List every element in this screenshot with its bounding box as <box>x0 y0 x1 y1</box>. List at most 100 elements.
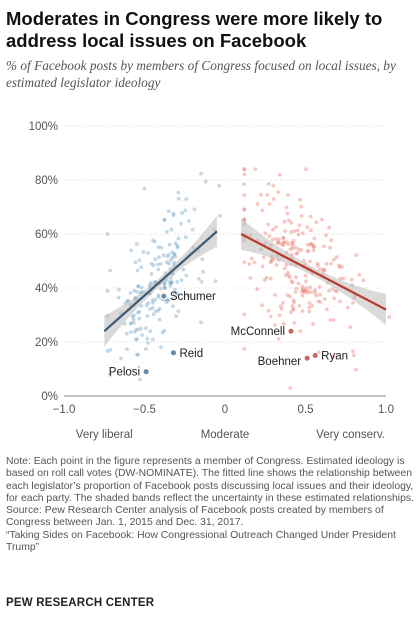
democrat-point <box>106 349 110 353</box>
member-label: Ryan <box>321 351 348 363</box>
democrat-point <box>165 300 169 304</box>
democrat-point <box>159 287 163 291</box>
republican-point <box>248 262 252 266</box>
republican-point <box>351 349 355 353</box>
republican-point <box>276 190 280 194</box>
republican-point <box>301 309 305 313</box>
republican-point <box>281 301 285 305</box>
democrat-point <box>137 258 141 262</box>
republican-point <box>308 286 312 290</box>
republican-point <box>290 221 294 225</box>
republican-point <box>291 304 295 308</box>
republican-point <box>332 296 336 300</box>
democrat-point <box>187 219 191 223</box>
highlighted-point <box>304 355 310 361</box>
democrat-point <box>156 309 160 313</box>
republican-point <box>310 304 314 308</box>
republican-point <box>300 214 304 218</box>
republican-point <box>327 289 331 293</box>
democrat-point <box>151 306 155 310</box>
republican-point <box>305 286 309 290</box>
member-label: McConnell <box>231 326 285 338</box>
democrat-point <box>129 291 133 295</box>
democrat-point <box>182 268 186 272</box>
ideology-label: Very conserv. <box>316 429 385 441</box>
republican-point <box>242 193 246 197</box>
republican-point <box>281 236 285 240</box>
republican-point <box>322 244 326 248</box>
republican-point <box>324 233 328 237</box>
republican-point <box>318 285 322 289</box>
democrat-point <box>163 285 167 289</box>
democrat-point <box>117 296 121 300</box>
democrat-point <box>184 235 188 239</box>
republican-point <box>255 287 259 291</box>
member-label: Boehner <box>258 356 302 368</box>
member-label: Reid <box>179 348 203 360</box>
republican-point <box>313 288 317 292</box>
democrat-point <box>161 331 165 335</box>
democrat-point <box>199 172 203 176</box>
republican-point <box>283 267 287 271</box>
republican-point <box>332 258 336 262</box>
democrat-point <box>162 253 166 257</box>
democrat-point <box>167 262 171 266</box>
democrat-point <box>139 327 143 331</box>
republican-point <box>312 237 316 241</box>
scatter-chart: 0%20%40%60%80%100%−1.0 −0.5 0 0.5 1.0Very li… <box>0 108 420 448</box>
democrat-point <box>165 230 169 234</box>
republican-point <box>304 167 308 171</box>
y-tick-label: 0% <box>41 391 58 403</box>
democrat-point <box>159 345 163 349</box>
republican-point <box>248 276 252 280</box>
republican-point <box>290 241 294 245</box>
republican-point <box>253 261 257 265</box>
republican-point <box>286 193 290 197</box>
democrat-point <box>142 187 146 191</box>
republican-point <box>338 265 342 269</box>
chart-notes: Note: Each point in the figure represent… <box>6 456 416 554</box>
republican-point <box>351 301 355 305</box>
republican-point <box>266 309 270 313</box>
democrat-point <box>162 218 166 222</box>
democrat-point <box>176 309 180 313</box>
republican-point <box>267 182 271 186</box>
republican-point <box>292 321 296 325</box>
democrat-point <box>152 264 156 268</box>
democrat-point <box>145 303 149 307</box>
democrat-point <box>170 280 174 284</box>
republican-point <box>298 329 302 333</box>
republican-point <box>296 228 300 232</box>
republican-point <box>309 215 313 219</box>
note-text: Note: Each point in the figure represent… <box>6 456 416 505</box>
ideology-label: Very liberal <box>76 429 133 441</box>
republican-point <box>314 220 318 224</box>
republican-point <box>265 193 269 197</box>
republican-point <box>256 202 260 206</box>
democrat-point <box>180 278 184 282</box>
democrat-point <box>177 237 181 241</box>
republican-point <box>305 225 309 229</box>
democrat-point <box>167 209 171 213</box>
republican-point <box>242 313 246 317</box>
republican-point <box>268 234 272 238</box>
republican-point <box>301 285 305 289</box>
republican-point <box>292 299 296 303</box>
republican-point <box>306 243 310 247</box>
democrat-point <box>137 317 141 321</box>
republican-point <box>278 313 282 317</box>
republican-point <box>311 322 315 326</box>
republican-point <box>348 325 352 329</box>
republican-point <box>354 253 358 257</box>
republican-point <box>325 262 329 266</box>
republican-point <box>283 220 287 224</box>
democrat-point <box>172 212 176 216</box>
democrat-point <box>106 289 110 293</box>
democrat-point <box>134 338 138 342</box>
republican-point <box>277 238 281 242</box>
democrat-point <box>218 214 222 218</box>
brand-label: PEW RESEARCH CENTER <box>6 597 154 609</box>
democrat-point <box>197 277 201 281</box>
democrat-point <box>177 191 181 195</box>
democrat-point <box>170 228 174 232</box>
